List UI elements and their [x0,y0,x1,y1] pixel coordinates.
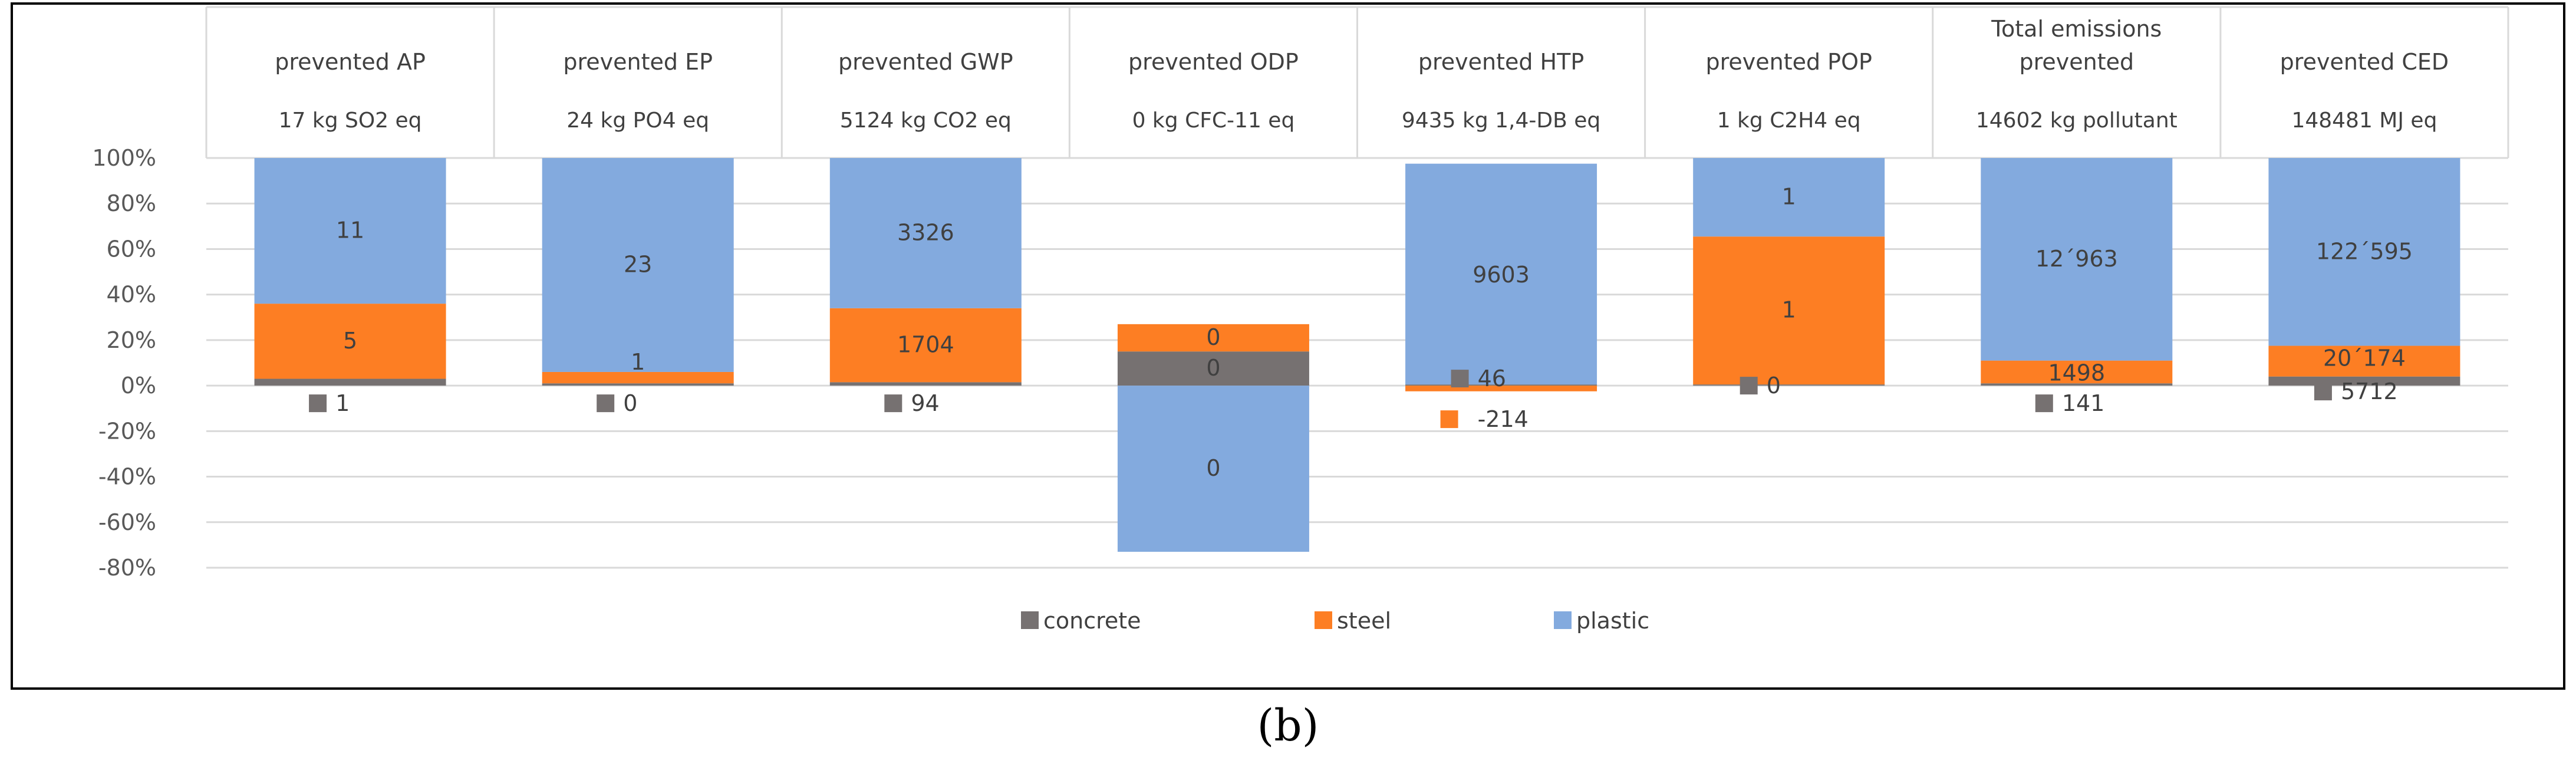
category-subtitle: 17 kg SO2 eq [279,108,422,133]
y-tick-label: 100% [92,145,156,171]
bar-concrete [829,382,1022,386]
category-subtitle: 148481 MJ eq [2291,108,2437,133]
y-axis-ticks: 100% 80% 60% 40% 20% 0% -20% -40% -60% -80% [92,145,156,581]
bar-plastic [1693,158,1885,237]
data-label-concrete: 0 [1206,355,1220,381]
bar-concrete [254,378,446,386]
data-label-concrete: 94 [911,390,939,416]
bar-plastic [829,158,1022,308]
bar-steel [1693,236,1885,385]
data-label-steel: 1704 [897,332,954,358]
chart-frame: 100% 80% 60% 40% 20% 0% -20% -40% -60% -80% preve… [11,2,2565,690]
data-label-plastic: 11 [336,218,364,243]
y-tick-label: 60% [107,236,156,262]
y-tick-label: -20% [98,418,156,444]
category-title-line1: Total emissions [1991,16,2162,42]
data-label-steel: 1 [631,349,645,375]
bar-concrete [1693,384,1885,386]
data-label-steel: 20´174 [2323,345,2406,371]
data-marker-concrete [1740,377,1758,395]
data-marker-concrete [1451,370,1469,388]
data-label-plastic: 12´963 [2035,246,2118,272]
legend-label-concrete: concrete [1043,608,1141,634]
data-marker-concrete [597,394,615,413]
category-subtitle: 14602 kg pollutant [1976,108,2178,133]
legend-swatch-steel [1315,611,1332,629]
y-tick-label: -60% [98,509,156,535]
bars [254,158,2460,552]
bar-plastic [1117,386,1309,552]
bar-steel [1981,360,2173,384]
category-title: prevented ODP [1128,49,1299,75]
bar-concrete [1405,384,1597,386]
category-header-table: prevented AP 17 kg SO2 eq prevented EP 24 k… [205,6,2509,159]
category-subtitle: 0 kg CFC-11 eq [1132,108,1295,133]
y-tick-label: 40% [107,282,156,308]
data-label-steel: 5 [343,328,357,354]
data-label-concrete: 0 [623,390,637,416]
y-tick-label: -80% [98,555,156,581]
category-title: prevented POP [1705,49,1872,75]
data-label-steel: -214 [1478,406,1529,432]
bar-plastic [254,158,446,304]
data-marker-steel [1440,410,1458,429]
bar-steel [542,371,734,384]
bar-steel [1117,324,1309,352]
bar-steel [829,308,1022,383]
bar-plastic [542,158,734,372]
data-label-plastic: 0 [1206,455,1220,481]
bar-concrete [1117,351,1309,386]
data-label-steel: 1498 [2048,360,2105,386]
data-label-plastic: 9603 [1473,262,1530,288]
data-label-concrete: 1 [335,390,350,416]
data-label-plastic: 23 [624,251,652,277]
data-label-steel: 1 [1782,297,1796,323]
stacked-bar-chart: 100% 80% 60% 40% 20% 0% -20% -40% -60% -80% preve… [92,6,2509,634]
category-title: prevented CED [2280,49,2449,75]
category-subtitle: 9435 kg 1,4-DB eq [1402,108,1600,133]
legend: concrete steel plastic [1021,608,1649,634]
category-subtitle: 5124 kg CO2 eq [840,108,1012,133]
data-marker-concrete [2314,383,2332,401]
category-subtitle: 1 kg C2H4 eq [1717,108,1861,133]
legend-label-plastic: plastic [1576,608,1649,634]
legend-swatch-plastic [1554,611,1572,629]
legend-swatch-concrete [1021,611,1039,629]
data-label-concrete: 46 [1478,366,1506,391]
data-labels: 15110123941704332600046-2149603011141149… [309,184,2413,481]
data-label-concrete: 141 [2062,390,2105,416]
data-marker-concrete [2035,394,2053,413]
bar-plastic [1981,158,2173,361]
category-title-line2: prevented [2019,49,2134,75]
data-marker-concrete [884,394,902,413]
bar-steel [254,304,446,379]
y-tick-label: 20% [107,327,156,353]
y-tick-label: 80% [107,190,156,216]
category-title: prevented AP [275,49,426,75]
y-tick-label: 0% [121,373,156,399]
bar-plastic [1405,163,1597,385]
figure-caption: (b) [1257,700,1319,751]
data-label-plastic: 1 [1782,184,1796,210]
data-label-steel: 0 [1206,324,1220,350]
bar-concrete [1981,383,2173,386]
bar-steel [1405,386,1597,391]
y-tick-label: -40% [98,464,156,490]
data-marker-concrete [309,394,327,413]
category-title: prevented HTP [1418,49,1584,75]
bar-concrete [542,383,734,386]
legend-label-steel: steel [1337,608,1391,634]
bar-steel [2268,345,2460,377]
data-label-plastic: 122´595 [2316,238,2413,264]
category-title: prevented EP [563,49,713,75]
data-label-concrete: 5712 [2341,378,2398,404]
category-subtitle: 24 kg PO4 eq [566,108,709,133]
data-label-plastic: 3326 [897,219,954,245]
bar-plastic [2268,158,2460,346]
data-label-concrete: 0 [1767,373,1781,399]
category-title: prevented GWP [838,49,1013,75]
